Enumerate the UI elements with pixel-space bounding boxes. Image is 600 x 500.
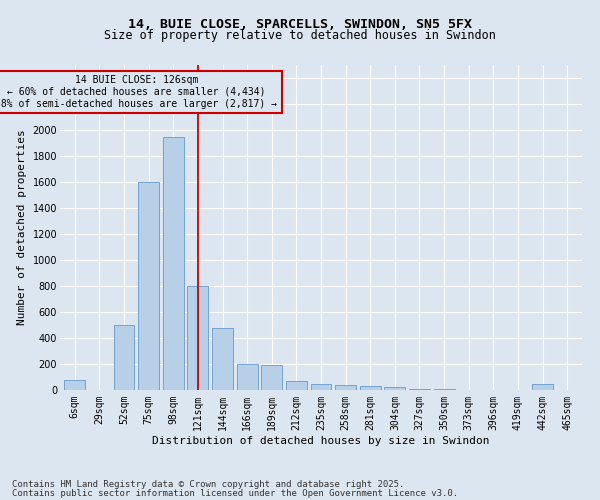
Text: Contains public sector information licensed under the Open Government Licence v3: Contains public sector information licen… xyxy=(12,489,458,498)
Text: 14 BUIE CLOSE: 126sqm
← 60% of detached houses are smaller (4,434)
38% of semi-d: 14 BUIE CLOSE: 126sqm ← 60% of detached … xyxy=(0,76,277,108)
Bar xyxy=(187,286,208,390)
Y-axis label: Number of detached properties: Number of detached properties xyxy=(17,130,27,326)
Text: Size of property relative to detached houses in Swindon: Size of property relative to detached ho… xyxy=(104,29,496,42)
Bar xyxy=(385,388,406,390)
Bar xyxy=(163,136,184,390)
Text: Contains HM Land Registry data © Crown copyright and database right 2025.: Contains HM Land Registry data © Crown c… xyxy=(12,480,404,489)
Bar xyxy=(138,182,159,390)
Text: 14, BUIE CLOSE, SPARCELLS, SWINDON, SN5 5FX: 14, BUIE CLOSE, SPARCELLS, SWINDON, SN5 … xyxy=(128,18,472,30)
Bar xyxy=(532,384,553,390)
Bar xyxy=(113,325,134,390)
X-axis label: Distribution of detached houses by size in Swindon: Distribution of detached houses by size … xyxy=(152,436,490,446)
Bar xyxy=(360,386,381,390)
Bar xyxy=(64,380,85,390)
Bar xyxy=(236,364,257,390)
Bar xyxy=(261,364,282,390)
Bar xyxy=(311,384,331,390)
Bar xyxy=(335,386,356,390)
Bar xyxy=(212,328,233,390)
Bar xyxy=(286,381,307,390)
